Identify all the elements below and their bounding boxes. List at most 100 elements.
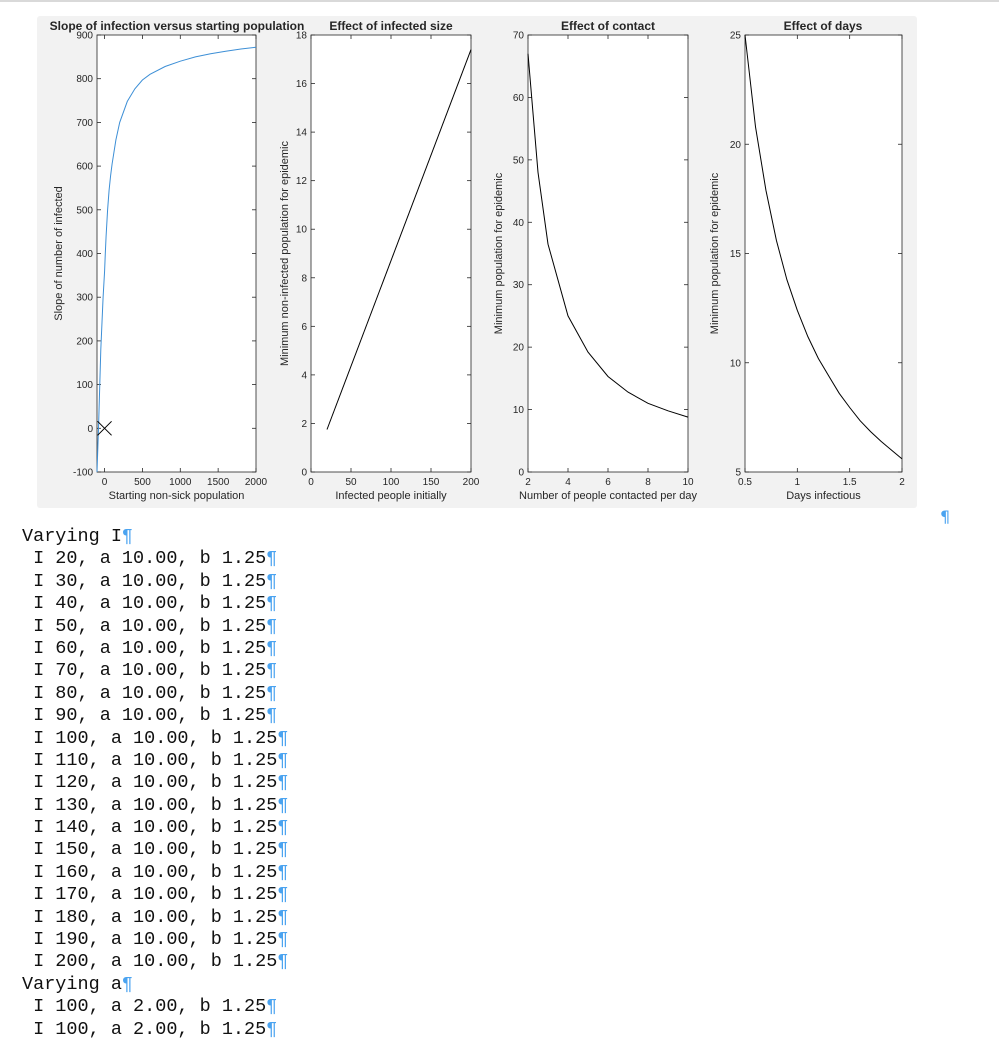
x-tick-label: 2000 [245, 477, 268, 488]
pilcrow-mark: ¶ [277, 727, 289, 749]
line-text: I 20, a 10.00, b 1.25 [22, 548, 267, 570]
plot-area [527, 34, 689, 473]
chart-title: Effect of contact [561, 19, 655, 33]
document-line[interactable]: I 50, a 10.00, b 1.25¶ [22, 616, 288, 638]
line-text: I 170, a 10.00, b 1.25 [22, 884, 278, 906]
x-tick-label: 6 [605, 477, 611, 488]
y-tick-label: 900 [76, 31, 93, 42]
chart-title: Effect of days [784, 19, 863, 33]
y-tick-label: 18 [296, 31, 308, 42]
line-text: I 120, a 10.00, b 1.25 [22, 772, 278, 794]
x-tick-label: 2 [525, 477, 531, 488]
line-text: I 160, a 10.00, b 1.25 [22, 861, 278, 883]
y-tick-label: 14 [296, 128, 308, 139]
document-line[interactable]: I 100, a 2.00, b 1.25¶ [22, 1019, 288, 1041]
pilcrow-mark: ¶ [266, 593, 278, 615]
x-tick-label: 10 [682, 477, 694, 488]
x-axis-label: Days infectious [786, 490, 861, 502]
document-line[interactable]: I 20, a 10.00, b 1.25¶ [22, 548, 288, 570]
y-tick-label: 5 [735, 468, 741, 479]
document-line[interactable]: Varying a¶ [22, 974, 288, 996]
document-line[interactable]: I 150, a 10.00, b 1.25¶ [22, 839, 288, 861]
line-text: I 90, a 10.00, b 1.25 [22, 705, 267, 727]
line-text: I 70, a 10.00, b 1.25 [22, 660, 267, 682]
line-text: I 110, a 10.00, b 1.25 [22, 749, 278, 771]
y-tick-label: 10 [296, 225, 308, 236]
line-text: I 180, a 10.00, b 1.25 [22, 906, 278, 928]
document-body[interactable]: Varying I¶ I 20, a 10.00, b 1.25¶ I 30, … [22, 526, 288, 1041]
line-text: I 150, a 10.00, b 1.25 [22, 839, 278, 861]
line-text: I 100, a 2.00, b 1.25 [22, 996, 267, 1018]
x-marker [97, 420, 112, 436]
y-tick-label: 6 [301, 322, 307, 333]
line-text: I 190, a 10.00, b 1.25 [22, 929, 278, 951]
document-line[interactable]: I 100, a 2.00, b 1.25¶ [22, 996, 288, 1018]
y-tick-label: 0 [518, 468, 524, 479]
pilcrow-mark: ¶ [277, 839, 289, 861]
document-line[interactable]: I 80, a 10.00, b 1.25¶ [22, 683, 288, 705]
document-line[interactable]: I 120, a 10.00, b 1.25¶ [22, 772, 288, 794]
document-line[interactable]: I 60, a 10.00, b 1.25¶ [22, 638, 288, 660]
pilcrow-mark: ¶ [266, 615, 278, 637]
x-tick-label: 100 [383, 477, 400, 488]
series-line [96, 46, 257, 473]
document-line[interactable]: I 180, a 10.00, b 1.25¶ [22, 907, 288, 929]
y-tick-label: 16 [296, 79, 308, 90]
document-line[interactable]: I 110, a 10.00, b 1.25¶ [22, 750, 288, 772]
line-text: Varying a [22, 973, 122, 995]
document-line[interactable]: I 100, a 10.00, b 1.25¶ [22, 728, 288, 750]
pilcrow-mark: ¶ [121, 973, 134, 995]
series-line [326, 49, 472, 430]
y-tick-label: 10 [730, 358, 742, 369]
y-axis-label: Slope of number of infected [53, 186, 65, 321]
document-line[interactable]: I 90, a 10.00, b 1.25¶ [22, 705, 288, 727]
pilcrow-mark: ¶ [121, 526, 134, 547]
document-line[interactable]: I 160, a 10.00, b 1.25¶ [22, 862, 288, 884]
x-tick-label: 2 [899, 477, 905, 488]
pilcrow-mark: ¶ [277, 929, 289, 951]
x-tick-label: 0 [308, 477, 314, 488]
plot-area [744, 34, 903, 473]
x-tick-label: 4 [565, 477, 571, 488]
pilcrow-mark: ¶ [277, 951, 289, 973]
y-tick-label: 15 [730, 249, 742, 260]
window-top-border [0, 0, 999, 2]
line-text: I 100, a 2.00, b 1.25 [22, 1018, 267, 1040]
x-tick-label: 1500 [207, 477, 230, 488]
document-line[interactable]: I 30, a 10.00, b 1.25¶ [22, 571, 288, 593]
document-line[interactable]: I 170, a 10.00, b 1.25¶ [22, 884, 288, 906]
y-tick-label: 10 [513, 405, 525, 416]
document-line[interactable]: Varying I¶ [22, 526, 288, 548]
x-axis-label: Number of people contacted per day [519, 490, 697, 502]
pilcrow-mark: ¶ [277, 906, 289, 928]
line-text: I 100, a 10.00, b 1.25 [22, 727, 278, 749]
pilcrow-mark: ¶ [277, 884, 289, 906]
x-axis-label: Starting non-sick population [109, 490, 245, 502]
document-line[interactable]: I 140, a 10.00, b 1.25¶ [22, 817, 288, 839]
x-tick-label: 0 [102, 477, 108, 488]
x-tick-label: 1000 [169, 477, 192, 488]
y-axis-label: Minimum population for epidemic [493, 172, 505, 334]
document-line[interactable]: I 40, a 10.00, b 1.25¶ [22, 593, 288, 615]
pilcrow-mark: ¶ [940, 507, 951, 526]
document-line[interactable]: I 70, a 10.00, b 1.25¶ [22, 660, 288, 682]
series-line [527, 53, 689, 418]
line-text: Varying I [22, 526, 122, 547]
y-tick-label: 40 [513, 218, 525, 229]
y-axis-label: Minimum population for epidemic [709, 172, 721, 334]
pilcrow-mark: ¶ [266, 996, 278, 1018]
y-tick-label: 50 [513, 155, 525, 166]
y-tick-label: 600 [76, 162, 93, 173]
pilcrow-mark: ¶ [277, 817, 289, 839]
line-text: I 200, a 10.00, b 1.25 [22, 951, 278, 973]
line-text: I 50, a 10.00, b 1.25 [22, 615, 267, 637]
document-line[interactable]: I 200, a 10.00, b 1.25¶ [22, 951, 288, 973]
document-line[interactable]: I 130, a 10.00, b 1.25¶ [22, 795, 288, 817]
line-text: I 60, a 10.00, b 1.25 [22, 637, 267, 659]
pilcrow-mark: ¶ [266, 548, 278, 570]
y-tick-label: 2 [301, 419, 307, 430]
x-tick-label: 8 [645, 477, 651, 488]
y-tick-label: 60 [513, 93, 525, 104]
document-line[interactable]: I 190, a 10.00, b 1.25¶ [22, 929, 288, 951]
pilcrow-mark: ¶ [277, 794, 289, 816]
